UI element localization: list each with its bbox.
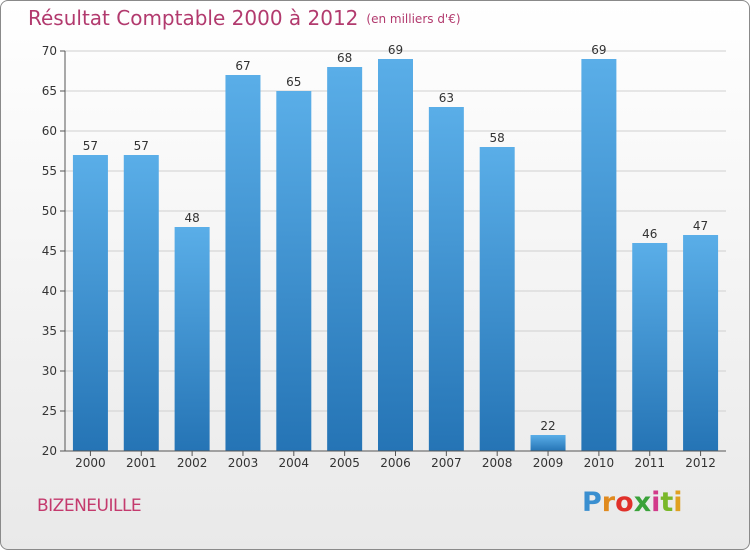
x-tick-label-2007: 2007 bbox=[431, 456, 462, 470]
chart-subtitle: (en milliers d'€) bbox=[366, 12, 461, 26]
bar-2007 bbox=[428, 107, 464, 451]
y-tick-label: 45 bbox=[42, 244, 57, 258]
x-tick-label-2010: 2010 bbox=[584, 456, 615, 470]
bar-2011 bbox=[632, 243, 668, 451]
bar-2000 bbox=[72, 155, 108, 451]
y-tick-label: 55 bbox=[42, 164, 57, 178]
logo-letter: x bbox=[633, 487, 652, 518]
y-tick-label: 60 bbox=[42, 124, 57, 138]
bar-2012 bbox=[683, 235, 719, 451]
y-tick-label: 30 bbox=[42, 364, 57, 378]
bar-2009 bbox=[530, 435, 566, 451]
data-label-2003: 67 bbox=[235, 59, 250, 73]
data-label-2002: 48 bbox=[184, 211, 199, 225]
commune-name: BIZENEUILLE bbox=[37, 496, 142, 516]
y-tick-label: 70 bbox=[42, 44, 57, 58]
bar-2008 bbox=[479, 147, 515, 451]
bar-2004 bbox=[276, 91, 312, 451]
logo-letter: i bbox=[673, 487, 683, 518]
data-label-2008: 58 bbox=[490, 131, 505, 145]
data-label-2006: 69 bbox=[388, 43, 403, 57]
bar-2006 bbox=[378, 59, 413, 451]
logo-letter: r bbox=[601, 487, 616, 518]
proxiti-logo: Proxiti bbox=[582, 487, 683, 518]
data-label-2000: 57 bbox=[83, 139, 98, 153]
y-axis: 20 25 30 35 40 45 50 55 60 65 70 bbox=[42, 44, 66, 458]
data-label-2005: 68 bbox=[337, 51, 352, 65]
x-tick-label-2009: 2009 bbox=[533, 456, 564, 470]
y-tick-label: 65 bbox=[42, 84, 57, 98]
bar-2001 bbox=[123, 155, 159, 451]
logo-letter: o bbox=[615, 487, 634, 518]
data-label-2009: 22 bbox=[540, 419, 555, 433]
y-tick-label: 35 bbox=[42, 324, 57, 338]
x-tick-label-2002: 2002 bbox=[177, 456, 208, 470]
bar-2005 bbox=[327, 67, 363, 451]
data-label-2004: 65 bbox=[286, 75, 301, 89]
x-tick-label-2012: 2012 bbox=[685, 456, 716, 470]
data-label-2007: 63 bbox=[439, 91, 454, 105]
logo-letter: t bbox=[660, 487, 674, 518]
y-tick-label: 50 bbox=[42, 204, 57, 218]
x-tick-label-2000: 2000 bbox=[75, 456, 106, 470]
y-tick-label: 40 bbox=[42, 284, 57, 298]
bar-2003 bbox=[225, 75, 261, 451]
bar-2002 bbox=[174, 227, 210, 451]
x-tick-label-2011: 2011 bbox=[634, 456, 665, 470]
data-labels: 57 57 48 67 65 68 69 63 58 22 69 46 47 bbox=[83, 43, 708, 433]
y-tick-label: 25 bbox=[42, 404, 57, 418]
x-tick-label-2006: 2006 bbox=[380, 456, 411, 470]
x-tick-label-2005: 2005 bbox=[329, 456, 360, 470]
data-label-2001: 57 bbox=[134, 139, 149, 153]
x-tick-label-2008: 2008 bbox=[482, 456, 513, 470]
x-tick-label-2001: 2001 bbox=[126, 456, 157, 470]
y-tick-label: 20 bbox=[42, 444, 57, 458]
chart-title-text: Résultat Comptable 2000 à 2012 bbox=[28, 6, 359, 30]
data-label-2012: 47 bbox=[693, 219, 708, 233]
chart-title: Résultat Comptable 2000 à 2012 (en millie… bbox=[28, 6, 461, 30]
x-tick-label-2004: 2004 bbox=[279, 456, 310, 470]
data-label-2010: 69 bbox=[591, 43, 606, 57]
logo-letter: P bbox=[582, 487, 602, 518]
x-tick-label-2003: 2003 bbox=[228, 456, 259, 470]
data-label-2011: 46 bbox=[642, 227, 657, 241]
logo-letter: i bbox=[651, 487, 661, 518]
bar-2010 bbox=[581, 59, 617, 451]
x-axis: 2000 2001 2002 2003 2004 2005 2006 2007 2008 2009… bbox=[65, 450, 726, 470]
bars bbox=[72, 59, 719, 451]
